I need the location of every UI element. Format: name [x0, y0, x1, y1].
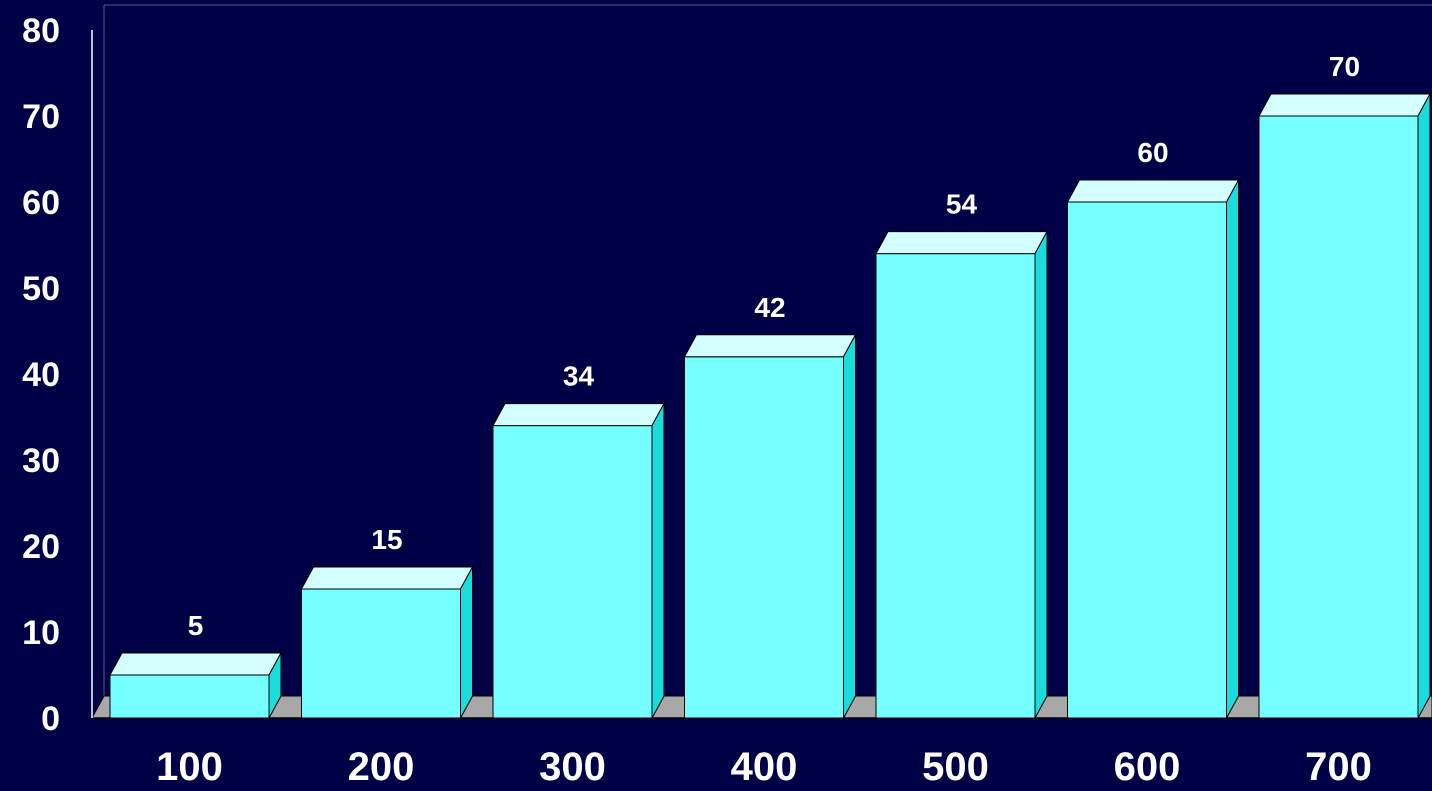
- y-tick-label: 60: [22, 184, 60, 222]
- bar: [683, 334, 857, 719]
- bar: [1066, 179, 1240, 719]
- y-tick-label: 70: [22, 98, 60, 136]
- y-tick-label: 20: [22, 528, 60, 566]
- x-tick-label: 700: [1305, 745, 1372, 786]
- bar-top: [1066, 179, 1240, 203]
- bar-side: [1034, 231, 1048, 719]
- bar-top: [683, 334, 857, 358]
- data-label: 15: [371, 524, 402, 555]
- bar: [109, 652, 282, 719]
- bar: [1258, 93, 1431, 719]
- x-tick-label: 500: [922, 745, 989, 786]
- x-tick-label: 100: [156, 745, 223, 786]
- bar-front: [875, 253, 1036, 719]
- bar-top: [492, 403, 665, 427]
- x-tick-label: 400: [731, 745, 798, 786]
- y-tick-label: 80: [22, 12, 60, 50]
- bar-side: [460, 566, 473, 719]
- bar: [875, 231, 1048, 719]
- x-tick-label: 200: [348, 745, 415, 786]
- bar: [300, 566, 474, 719]
- data-label: 70: [1329, 51, 1360, 82]
- y-tick-label: 0: [41, 700, 60, 738]
- data-label: 5: [188, 610, 204, 641]
- y-tick-label: 50: [22, 270, 60, 308]
- bar-front: [1258, 115, 1419, 719]
- y-tick-label: 30: [22, 442, 60, 480]
- x-tick-label: 300: [539, 745, 606, 786]
- bar-side: [843, 334, 856, 719]
- bar-top: [300, 566, 474, 590]
- bar-side: [651, 403, 665, 719]
- data-label: 42: [754, 292, 785, 323]
- data-label: 54: [946, 189, 978, 220]
- bar-side: [1226, 179, 1239, 719]
- bar-front: [492, 425, 653, 719]
- bar-side: [268, 652, 282, 719]
- data-label: 60: [1137, 137, 1168, 168]
- y-tick-label: 10: [22, 614, 60, 652]
- bar-front: [109, 674, 270, 719]
- bar-top: [1258, 93, 1431, 117]
- bar-front: [684, 356, 844, 719]
- bar-top: [875, 231, 1048, 255]
- bar-front: [1067, 201, 1227, 719]
- bar-front: [301, 588, 461, 719]
- y-tick-label: 40: [22, 356, 60, 394]
- data-label: 34: [563, 361, 595, 392]
- x-tick-label: 600: [1114, 745, 1181, 786]
- bar: [492, 403, 665, 719]
- bar-top: [109, 652, 282, 676]
- bar-side: [1417, 93, 1431, 719]
